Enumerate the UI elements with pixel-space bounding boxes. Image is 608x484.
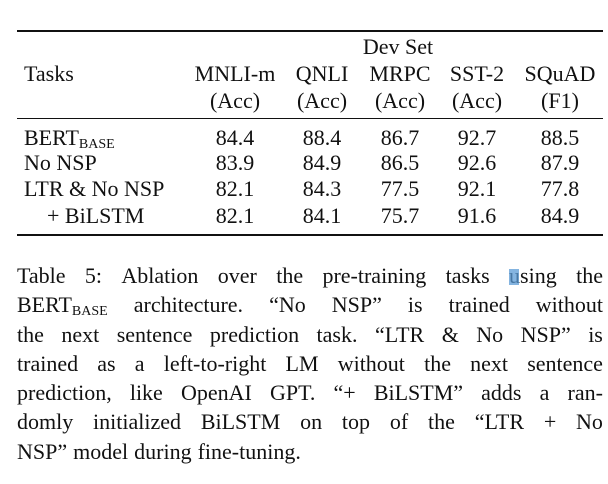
column-metric-mnli: (Acc) xyxy=(209,88,261,113)
column-header-squad: SQuAD xyxy=(524,61,596,86)
row-label-bilstm: + BiLSTM xyxy=(47,203,145,228)
tasks-header: Tasks xyxy=(24,61,74,86)
column-header-mnli: MNLI-m xyxy=(194,61,276,86)
table-cell: 87.9 xyxy=(540,150,580,175)
row-label-bert-base: BERTBASE xyxy=(24,125,115,155)
table-cell: 77.8 xyxy=(540,176,580,201)
table-mid-rule xyxy=(17,118,603,119)
table-cell: 86.7 xyxy=(380,125,420,150)
row-label-text: BERT xyxy=(24,125,79,150)
caption-line: trained as a left-to-right LM without th… xyxy=(17,350,603,376)
caption-subscript: BASE xyxy=(71,304,108,320)
column-metric-mrpc: (Acc) xyxy=(374,88,426,113)
row-label-ltr-no-nsp: LTR & No NSP xyxy=(24,176,165,201)
caption-line: BERTBASE architecture. “No NSP” is train… xyxy=(17,292,603,320)
table-cell: 84.4 xyxy=(215,125,255,150)
table-cell: 84.1 xyxy=(302,203,342,228)
caption-line: domly initialized BiLSTM on top of the “… xyxy=(17,409,603,435)
caption-line: NSP” model during fine-tuning. xyxy=(17,438,301,464)
dev-set-header: Dev Set xyxy=(362,34,434,59)
table-cell: 84.9 xyxy=(540,203,580,228)
text-cursor-highlight xyxy=(509,269,520,285)
table-bottom-rule xyxy=(17,234,603,236)
column-metric-sst2: (Acc) xyxy=(451,88,503,113)
column-header-sst2: SST-2 xyxy=(449,61,505,86)
column-header-mrpc: MRPC xyxy=(369,61,431,86)
table-cell: 88.5 xyxy=(540,125,580,150)
caption-line: prediction, like OpenAI GPT. “+ BiLSTM” … xyxy=(17,380,603,406)
row-label-no-nsp: No NSP xyxy=(24,150,97,175)
table-cell: 92.1 xyxy=(457,176,497,201)
table-cell: 92.7 xyxy=(457,125,497,150)
table-cell: 82.1 xyxy=(215,176,255,201)
table-cell: 91.6 xyxy=(457,203,497,228)
table-cell: 84.3 xyxy=(302,176,342,201)
table-caption: Table 5: Ablation over the pre-training … xyxy=(17,261,603,466)
table-cell: 86.5 xyxy=(380,150,420,175)
table-cell: 88.4 xyxy=(302,125,342,150)
table-top-rule xyxy=(17,30,603,32)
table-cell: 84.9 xyxy=(302,150,342,175)
column-header-qnli: QNLI xyxy=(295,61,349,86)
table-cell: 83.9 xyxy=(215,150,255,175)
row-label-subscript: BASE xyxy=(78,137,115,152)
table-cell: 92.6 xyxy=(457,150,497,175)
column-metric-qnli: (Acc) xyxy=(296,88,348,113)
caption-line: Table 5: Ablation over the pre-training … xyxy=(17,261,603,290)
caption-line: the next sentence prediction task. “LTR … xyxy=(17,321,603,347)
table-cell: 82.1 xyxy=(215,203,255,228)
cursor-word: using xyxy=(509,263,557,288)
column-metric-squad: (F1) xyxy=(541,88,579,113)
table-cell: 75.7 xyxy=(380,203,420,228)
table-cell: 77.5 xyxy=(380,176,420,201)
